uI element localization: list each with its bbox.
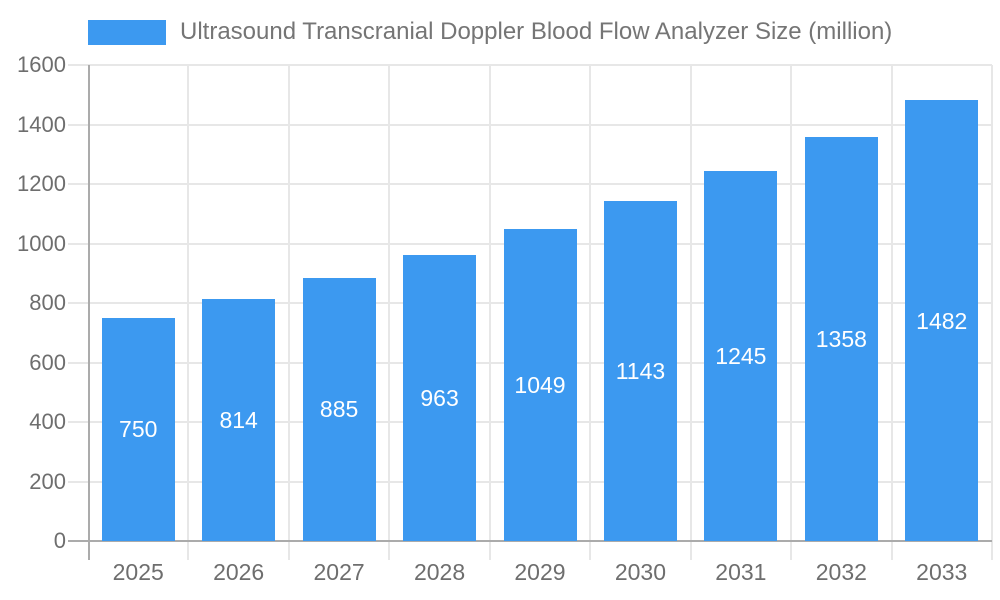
- bar: [704, 170, 778, 541]
- gridline-vertical: [488, 65, 491, 560]
- gridline-vertical: [287, 65, 290, 560]
- x-axis-tick-label: 2030: [614, 559, 667, 585]
- y-axis-tick-label: 200: [29, 468, 66, 494]
- x-axis-tick-label: 2027: [313, 559, 365, 585]
- bar: [905, 100, 979, 541]
- bar: [503, 228, 577, 541]
- bar: [202, 298, 276, 541]
- y-axis-tick-label: 1200: [17, 171, 66, 196]
- bar: [804, 136, 878, 541]
- x-axis-line: [68, 540, 992, 542]
- y-axis-tick-label: 1000: [17, 230, 66, 256]
- x-axis-tick-label: 2026: [213, 559, 265, 585]
- legend-label: Ultrasound Transcranial Doppler Blood Fl…: [180, 18, 893, 45]
- y-axis-tick-label: 1600: [17, 52, 66, 77]
- y-axis-tick-label: 600: [29, 349, 66, 375]
- gridline-vertical: [790, 65, 793, 560]
- bar: [302, 277, 376, 541]
- bar-value-label: 1358: [815, 325, 867, 352]
- bar-value-label: 885: [319, 396, 359, 423]
- gridline-horizontal: [68, 64, 992, 66]
- bar-value-label: 963: [420, 384, 459, 411]
- bar: [403, 254, 477, 541]
- gridline-horizontal: [68, 183, 992, 185]
- legend-item[interactable]: Ultrasound Transcranial Doppler Blood Fl…: [88, 17, 892, 47]
- gridline-vertical: [689, 65, 692, 560]
- gridline-vertical: [589, 65, 592, 560]
- bar: [101, 317, 175, 541]
- y-axis-tick-label: 400: [29, 409, 66, 434]
- x-axis-tick-label: 2029: [514, 559, 566, 585]
- y-axis-tick-label: 1400: [17, 111, 66, 137]
- bar-value-label: 814: [219, 406, 258, 433]
- gridline-horizontal: [68, 123, 992, 126]
- plot-area: 750 814 885 963 1049 1143 1245 1358 1482: [68, 64, 993, 560]
- y-axis-tick-label: 0: [53, 528, 66, 553]
- bar-value-label: 1482: [916, 307, 968, 334]
- x-axis-tick-label: 2031: [715, 559, 767, 585]
- x-axis-tick-label: 2032: [815, 559, 867, 585]
- gridline-vertical: [187, 65, 190, 560]
- gridline-vertical: [388, 65, 391, 560]
- gridline-vertical: [991, 65, 993, 560]
- y-axis-tick-label: 800: [29, 290, 66, 315]
- bar-value-label: 750: [119, 416, 158, 443]
- bar: [603, 200, 677, 541]
- x-axis-tick-label: 2028: [413, 559, 466, 585]
- bar-value-label: 1245: [715, 342, 767, 369]
- x-axis-tick-label: 2025: [112, 559, 164, 585]
- bar-value-label: 1143: [615, 357, 666, 384]
- gridline-vertical: [890, 65, 893, 560]
- y-axis-line: [88, 65, 90, 560]
- bar-value-label: 1049: [514, 371, 566, 398]
- x-axis-tick-label: 2033: [916, 559, 968, 585]
- legend-swatch: [88, 19, 166, 45]
